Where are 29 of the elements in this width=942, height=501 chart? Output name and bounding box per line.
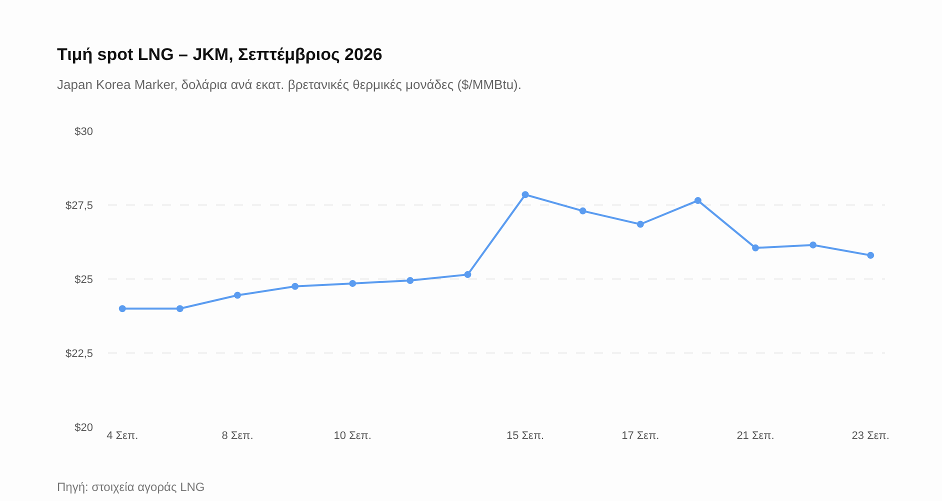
y-tick-label: $25: [74, 274, 93, 286]
y-tick-label: $27,5: [65, 200, 93, 212]
point: [636, 220, 644, 228]
point: [176, 305, 184, 312]
point: [464, 271, 472, 278]
x-tick-label: 23 Σεπ.: [852, 430, 890, 442]
x-tick-label: 15 Σεπ.: [506, 430, 544, 442]
text: Πηγή: στοιχεία αγοράς LNG: [57, 480, 205, 494]
point: [234, 292, 241, 299]
chart-title: Τιμή spot LNG – JKM, Σεπτέμβριος 2026: [57, 45, 382, 64]
y-tick-label: $30: [74, 126, 93, 138]
y-tick-label: $22,5: [65, 348, 93, 360]
x-tick-label: 17 Σεπ.: [622, 430, 660, 442]
point: [694, 197, 702, 204]
x-tick-label: 10 Σεπ.: [334, 430, 372, 442]
point: [579, 207, 586, 214]
x-tick-label: 4 Σεπ.: [106, 430, 138, 442]
point: [522, 191, 529, 198]
point: [292, 282, 299, 290]
point: [118, 305, 126, 312]
point: [810, 241, 817, 248]
x-tick-label: 21 Σεπ.: [736, 430, 774, 442]
point: [867, 252, 874, 259]
x-tick-label: 8 Σεπ.: [222, 430, 254, 442]
point: [349, 280, 356, 287]
chart-subtitle: Japan Korea Marker, δολάρια ανά εκατ. βρετανικές θερμικές μονάδες ($/MMBtu).: [57, 77, 522, 92]
point: [406, 276, 414, 284]
point: [752, 244, 759, 252]
y-tick-label: $20: [74, 422, 93, 434]
